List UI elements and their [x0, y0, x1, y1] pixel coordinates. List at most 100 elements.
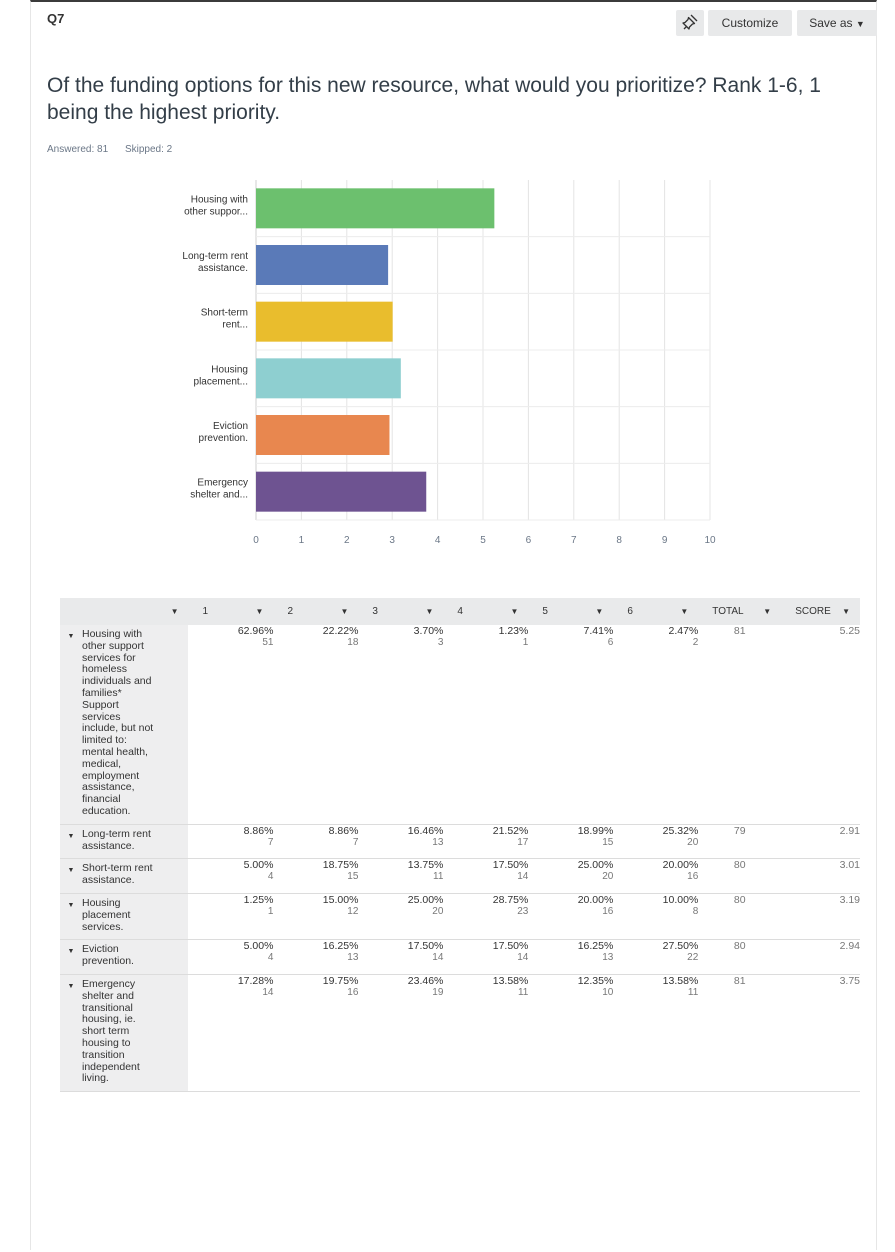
percent-value: 17.28%: [237, 974, 274, 987]
percent-value: 20.00%: [662, 859, 699, 872]
category-label: shelter and...: [190, 490, 248, 501]
rank-cell: 2.47% 2: [613, 625, 699, 825]
row-label-cell[interactable]: ▼ Housing with other support services for…: [60, 625, 189, 825]
category-label: placement...: [194, 376, 248, 387]
count-value: 16: [687, 871, 699, 883]
column-header-text: 3: [372, 606, 378, 617]
count-value: 51: [262, 637, 274, 648]
column-header-label[interactable]: ▼: [60, 598, 189, 625]
percent-value: 17.50%: [492, 859, 529, 872]
column-header-text: 4: [457, 606, 463, 617]
percent-value: 3.70%: [413, 625, 444, 637]
sort-caret-icon: ▼: [595, 607, 604, 616]
rank-cell: 1.25% 1: [188, 893, 274, 941]
count-value: 11: [687, 986, 699, 998]
column-header-text: TOTAL: [712, 606, 744, 617]
rank-cell: 18.75% 15: [273, 858, 359, 894]
column-header[interactable]: 4 ▼: [443, 598, 529, 625]
row-label-cell[interactable]: ▼ Short-term rent assistance.: [60, 858, 189, 894]
total-value: 81: [698, 625, 782, 825]
table-row: ▼ Housing with other support services for…: [60, 625, 860, 825]
category-label: rent...: [222, 320, 248, 331]
column-header[interactable]: 5 ▼: [528, 598, 614, 625]
expand-caret-icon[interactable]: ▼: [67, 948, 75, 956]
percent-value: 25.00%: [577, 859, 614, 872]
percent-value: 17.50%: [407, 940, 444, 953]
rank-cell: 17.50% 14: [443, 858, 529, 894]
count-value: 7: [267, 836, 274, 848]
table-row: ▼ Eviction prevention. 5.00% 4 16.25% 13 17.50…: [60, 939, 860, 975]
bar-2: [256, 245, 389, 285]
count-value: 11: [517, 986, 529, 998]
rank-cell: 20.00% 16: [613, 858, 699, 894]
count-value: 18: [347, 637, 359, 648]
column-header[interactable]: TOTAL ▼: [698, 598, 782, 625]
count-value: 6: [607, 637, 614, 648]
sort-caret-icon: ▼: [510, 607, 519, 616]
question-title: Of the funding options for this new reso…: [47, 74, 821, 124]
percent-value: 16.25%: [322, 940, 359, 953]
percent-value: 25.00%: [407, 893, 444, 906]
expand-caret-icon[interactable]: ▼: [67, 867, 75, 875]
rank-cell: 5.00% 4: [188, 939, 274, 975]
bar-4: [256, 358, 401, 399]
expand-caret-icon[interactable]: ▼: [67, 901, 75, 909]
column-header[interactable]: 3 ▼: [358, 598, 444, 625]
total-value: 81: [698, 974, 782, 1093]
skipped-count: Skipped: 2: [124, 144, 173, 155]
rank-cell: 16.46% 13: [358, 824, 444, 860]
row-label-cell[interactable]: ▼ Eviction prevention.: [60, 939, 189, 975]
pin-button[interactable]: [676, 10, 704, 36]
row-label-cell[interactable]: ▼ Long-term rent assistance.: [60, 824, 189, 860]
rank-cell: 3.70% 3: [358, 625, 444, 825]
row-label: Long-term rent assistance.: [82, 827, 151, 852]
bar-5: [256, 415, 390, 455]
percent-value: 13.58%: [492, 974, 529, 987]
column-header[interactable]: SCORE ▼: [781, 598, 860, 625]
rank-cell: 27.50% 22: [613, 939, 699, 975]
sort-caret-icon: ▼: [340, 607, 349, 616]
caret-down-icon: ▼: [855, 19, 865, 29]
percent-value: 19.75%: [322, 974, 359, 987]
count-value: 1: [522, 637, 529, 648]
bar-1: [256, 188, 495, 229]
expand-caret-icon[interactable]: ▼: [67, 832, 75, 840]
percent-value: 23.46%: [407, 974, 444, 987]
save-as-button[interactable]: Save as ▼: [797, 10, 877, 36]
question-number: Q7: [47, 11, 65, 26]
percent-value: 7.41%: [583, 625, 614, 637]
row-label-cell[interactable]: ▼ Emergency shelter and transitional hous…: [60, 974, 189, 1093]
expand-caret-icon[interactable]: ▼: [67, 982, 75, 990]
column-header[interactable]: 1 ▼: [188, 598, 274, 625]
results-table: ▼ 1 ▼ 2 ▼ 3 ▼ 4 ▼ 5 ▼ 6 ▼ TOTAL ▼ SCORE ▼ ▼ Housing with …: [60, 598, 860, 1093]
percent-value: 2.47%: [668, 625, 699, 637]
x-tick-label: 3: [389, 535, 395, 546]
rank-cell: 1.23% 1: [443, 625, 529, 825]
category-label: Emergency: [197, 478, 248, 489]
x-tick-label: 4: [435, 535, 441, 546]
table-row: ▼ Short-term rent assistance. 5.00% 4 18.75%…: [60, 858, 860, 894]
rank-cell: 15.00% 12: [273, 893, 359, 941]
count-value: 15: [347, 871, 359, 883]
row-label-cell[interactable]: ▼ Housing placement services.: [60, 893, 189, 941]
category-label: assistance.: [198, 263, 248, 274]
sort-caret-icon: ▼: [255, 607, 264, 616]
total-value: 79: [698, 824, 782, 860]
rank-cell: 17.50% 14: [443, 939, 529, 975]
rank-cell: 25.00% 20: [528, 858, 614, 894]
score-value: 2.94: [781, 939, 860, 975]
column-header-text: 2: [287, 606, 294, 617]
count-value: 11: [433, 871, 444, 883]
save-as-label: Save as: [809, 16, 853, 30]
column-header[interactable]: 6 ▼: [613, 598, 699, 625]
percent-value: 21.52%: [492, 824, 529, 837]
column-header[interactable]: 2 ▼: [273, 598, 359, 625]
count-value: 7: [352, 836, 359, 848]
sort-caret-icon: ▼: [170, 607, 179, 616]
expand-caret-icon[interactable]: ▼: [67, 633, 75, 640]
count-value: 3: [437, 637, 444, 648]
customize-button[interactable]: Customize: [708, 10, 792, 36]
percent-value: 16.25%: [577, 940, 614, 953]
column-header-text: SCORE: [795, 606, 831, 617]
count-value: 20: [687, 836, 699, 848]
